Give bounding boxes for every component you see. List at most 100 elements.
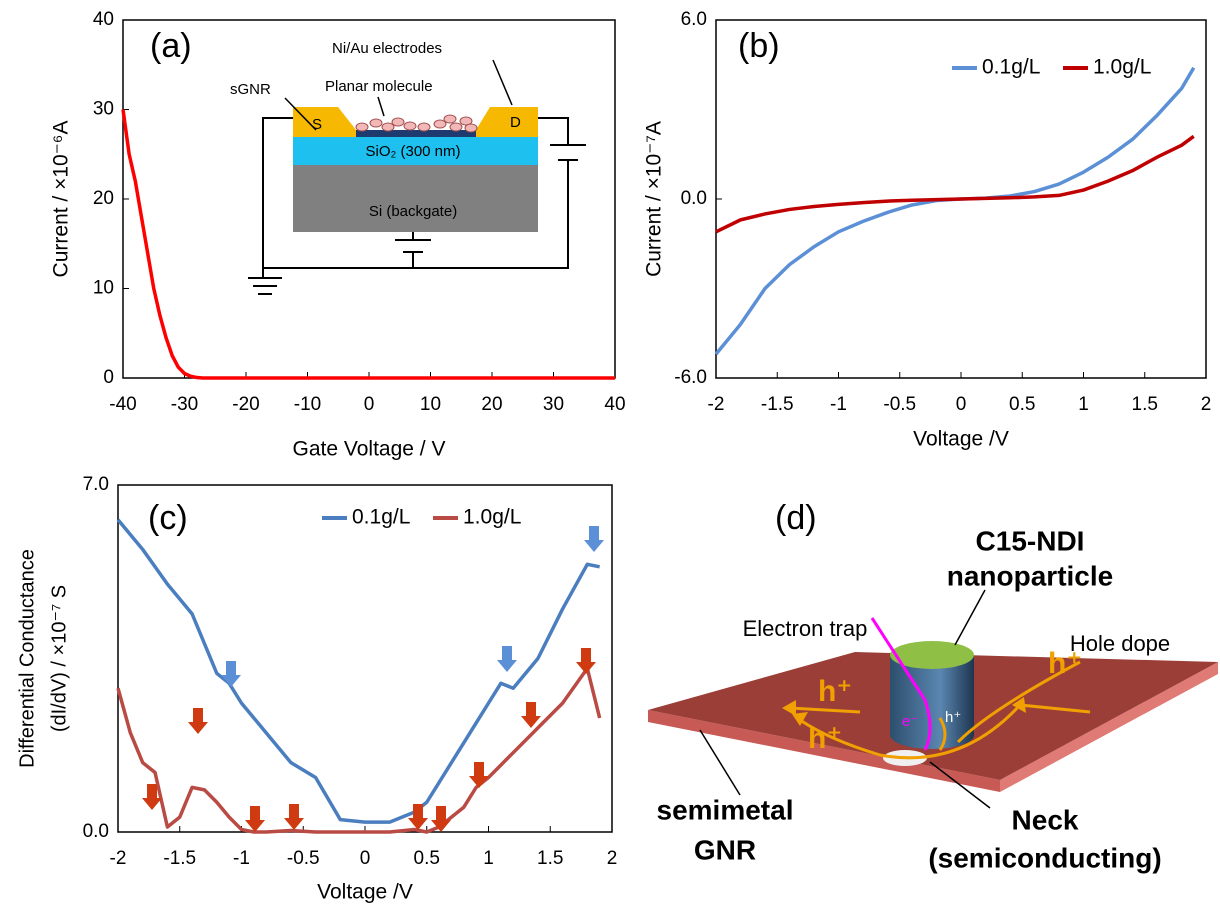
neck-label: (semiconducting) <box>928 842 1161 873</box>
oxide-layer <box>293 137 538 165</box>
electron-label: e⁻ <box>902 713 918 730</box>
molecule <box>459 116 473 126</box>
peak-arrow <box>497 646 517 672</box>
hole-arrow <box>799 703 1091 760</box>
inset-label: D <box>510 114 521 131</box>
wire <box>262 117 293 278</box>
y-axis-label: Differential Conductance <box>16 549 38 768</box>
sheet-label: GNR <box>694 834 756 865</box>
x-tick-label: 0 <box>360 848 371 869</box>
molecule <box>464 123 478 133</box>
y-tick-label: -6.0 <box>674 367 707 388</box>
peak-arrow <box>284 804 304 830</box>
x-tick-label: -0.5 <box>287 848 320 869</box>
peak-arrow <box>576 648 596 674</box>
y-tick-label: 40 <box>93 9 114 30</box>
x-tick-label: 1.5 <box>537 848 563 869</box>
x-tick-label: -1 <box>233 848 250 869</box>
peak-arrow <box>408 804 428 830</box>
peak-arrow <box>431 806 451 832</box>
x-tick-label: -2 <box>708 394 725 415</box>
x-tick-label: -1 <box>830 394 847 415</box>
panel-label: (d) <box>775 499 817 537</box>
x-tick-label: -0.5 <box>883 394 916 415</box>
electrode-d <box>476 107 538 137</box>
hole-label: h⁺ <box>945 709 961 726</box>
y-tick-label: 20 <box>93 188 114 209</box>
device-inset <box>248 117 586 295</box>
y-axis-label: Current / ×10⁻⁶A <box>50 121 73 278</box>
molecule <box>433 119 447 129</box>
x-tick-label: 2 <box>607 848 618 869</box>
hole-label: h⁺ <box>818 675 852 708</box>
molecule <box>391 117 405 127</box>
legend-label: 0.1g/L <box>352 506 410 529</box>
leader <box>284 97 317 131</box>
arrow-head <box>792 712 808 726</box>
panel-label: (b) <box>738 27 780 65</box>
leader <box>699 729 741 796</box>
arrow-heads <box>782 697 1026 726</box>
x-tick-label: -20 <box>232 394 259 415</box>
data-line <box>715 134 1195 234</box>
peak-arrow <box>584 526 604 552</box>
x-tick-label: 30 <box>543 394 564 415</box>
y-tick-label: 7.0 <box>83 474 109 495</box>
molecule <box>381 122 395 132</box>
x-tick-label: 0 <box>364 394 375 415</box>
x-tick-label: -1.5 <box>163 848 196 869</box>
wire <box>538 117 569 145</box>
x-tick-label: 0.5 <box>414 848 440 869</box>
y-axis-label: (dI/dV) / ×10⁻⁷ S <box>48 585 70 732</box>
molecule <box>443 114 457 124</box>
x-tick-label: 1 <box>1078 394 1089 415</box>
sheet-label: semimetal <box>657 794 794 825</box>
y-tick-label: 0.0 <box>83 821 109 842</box>
dope-label: Hole dope <box>1070 631 1170 656</box>
molecule <box>449 122 463 132</box>
nanoparticle <box>890 655 974 749</box>
x-tick-label: -30 <box>171 394 198 415</box>
x-axis-label: Gate Voltage / V <box>293 438 446 461</box>
y-tick-label: 0.0 <box>681 188 707 209</box>
hole-arrow <box>938 717 947 751</box>
x-tick-label: -1.5 <box>761 394 794 415</box>
x-tick-label: 0.5 <box>1009 394 1035 415</box>
x-tick-label: -2 <box>110 848 127 869</box>
x-tick-label: 20 <box>481 394 502 415</box>
data-line <box>116 666 602 834</box>
peak-arrow <box>245 806 265 832</box>
y-tick-label: 30 <box>93 99 114 120</box>
neck-label: Neck <box>1012 804 1079 835</box>
data-line <box>121 109 615 380</box>
arrows <box>699 589 1091 809</box>
legend-label: 0.1g/L <box>982 56 1040 79</box>
x-tick-label: 40 <box>604 394 625 415</box>
legend-label: 1.0g/L <box>1093 56 1151 79</box>
molecule <box>355 122 369 132</box>
hole-arrow <box>789 706 861 714</box>
leader <box>954 589 986 646</box>
inset-label: Si (backgate) <box>369 203 457 220</box>
inset-label: Planar molecule <box>325 78 433 95</box>
molecules <box>355 114 478 133</box>
peak-arrow <box>221 661 241 687</box>
panel-label: (c) <box>148 499 188 537</box>
inset-label: sGNR <box>230 81 271 98</box>
peak-arrow <box>142 784 162 810</box>
hole-label: h⁺ <box>808 722 842 755</box>
sheet-edge <box>648 710 1000 792</box>
inset-label: S <box>312 116 322 133</box>
wire <box>263 160 569 269</box>
peak-arrow <box>521 702 541 728</box>
arrow-head <box>1012 697 1026 713</box>
x-tick-label: 2 <box>1201 394 1212 415</box>
leaders <box>284 59 513 131</box>
arrow-head <box>782 700 796 716</box>
inset-label: SiO₂ (300 nm) <box>365 143 460 160</box>
y-tick-label: 0 <box>103 367 114 388</box>
dope-arrow <box>956 660 1081 744</box>
gnr <box>310 130 520 137</box>
molecule <box>403 121 417 131</box>
